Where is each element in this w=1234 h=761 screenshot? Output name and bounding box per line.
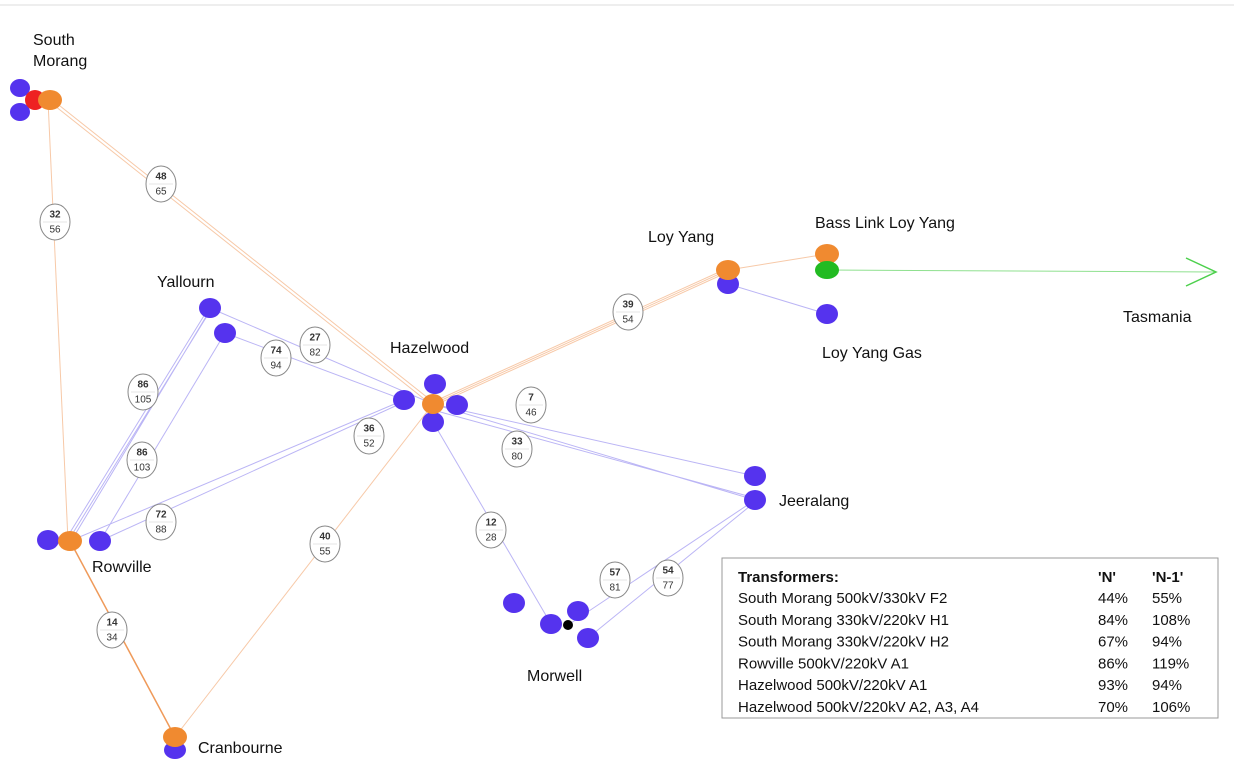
links [47, 97, 1218, 738]
flow-value: 33 [511, 437, 523, 448]
table-cell: South Morang 330kV/220kV H1 [738, 612, 949, 629]
flow-value: 46 [525, 408, 537, 419]
flow-value: 81 [609, 583, 621, 594]
flow-value: 86 [137, 380, 149, 391]
node-label: Morwell [527, 668, 582, 685]
flow-value: 54 [662, 566, 674, 577]
flow-value: 36 [363, 424, 375, 435]
flow-value: 52 [363, 439, 375, 450]
flow-value: 88 [155, 525, 167, 536]
node-label: Hazelwood [390, 340, 469, 357]
node-label: Cranbourne [198, 740, 283, 757]
flow-value: 34 [106, 633, 118, 644]
flow-value: 65 [155, 187, 167, 198]
flow-value: 94 [270, 361, 282, 372]
node-label: Yallourn [157, 274, 215, 291]
table-cell: 44% [1098, 590, 1128, 607]
table-box [721, 557, 1219, 719]
flow-value: 82 [309, 348, 321, 359]
flow-value: 7 [528, 393, 534, 404]
node-label: Bass Link Loy Yang [815, 215, 955, 232]
flow-value: 14 [106, 618, 118, 629]
table-cell: Rowville 500kV/220kV A1 [738, 655, 909, 672]
flow-value: 57 [609, 568, 621, 579]
table-cell: South Morang 330kV/220kV H2 [738, 634, 949, 651]
node-label: Loy Yang [648, 229, 714, 246]
flow-value: 105 [135, 395, 152, 406]
flow-value: 86 [136, 448, 148, 459]
table-cell: 67% [1098, 634, 1128, 651]
flow-value: 32 [49, 210, 61, 221]
table-cell: Hazelwood 500kV/220kV A1 [738, 677, 927, 694]
node-label: Tasmania [1123, 309, 1192, 326]
buses [10, 79, 839, 759]
node-label: Rowville [92, 559, 152, 576]
node-label: Jeeralang [779, 493, 849, 510]
table-cell: Hazelwood 500kV/220kV A2, A3, A4 [738, 699, 979, 716]
table-cell: 108% [1152, 612, 1190, 629]
flow-value: 40 [319, 532, 331, 543]
table-cell: 106% [1152, 699, 1190, 716]
table-title: Transformers: [738, 569, 839, 586]
table-header: 'N' [1098, 569, 1116, 586]
flow-value: 77 [662, 581, 674, 592]
table-cell: 70% [1098, 699, 1128, 716]
node-label: Loy Yang Gas [822, 345, 922, 362]
table-cell: 119% [1152, 655, 1189, 672]
flow-value: 103 [134, 463, 151, 474]
flow-value: 74 [270, 346, 282, 357]
flow-value: 28 [485, 533, 497, 544]
table-header: 'N-1' [1152, 569, 1183, 586]
table-cell: 94% [1152, 677, 1182, 694]
flow-value: 12 [485, 518, 497, 529]
flow-value: 48 [155, 172, 167, 183]
table-cell: 93% [1098, 677, 1128, 694]
flow-value: 54 [622, 315, 634, 326]
table-cell: 84% [1098, 612, 1128, 629]
table-cell: 55% [1152, 590, 1182, 607]
flow-value: 80 [511, 452, 523, 463]
flow-value: 72 [155, 510, 167, 521]
table-cell: 86% [1098, 655, 1128, 672]
table-cell: South Morang 500kV/330kV F2 [738, 590, 947, 607]
node-label: South Morang [33, 32, 88, 70]
table-cell: 94% [1152, 634, 1182, 651]
flow-value: 27 [309, 333, 321, 344]
flow-value: 39 [622, 300, 634, 311]
flow-value: 56 [49, 225, 61, 236]
flow-value: 55 [319, 547, 331, 558]
